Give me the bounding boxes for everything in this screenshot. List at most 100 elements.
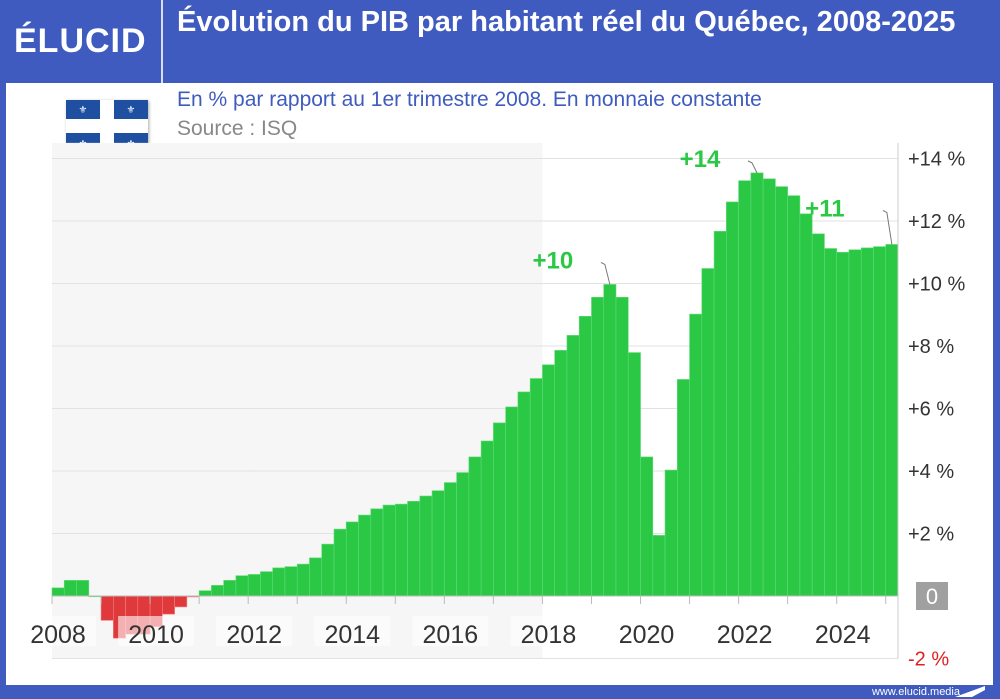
bar [260, 571, 273, 597]
bar [235, 575, 249, 597]
x-label-bg [216, 616, 293, 646]
bar [345, 521, 359, 597]
svg-text:⚜: ⚜ [127, 105, 136, 116]
bar [775, 186, 788, 597]
x-tick-label: 2016 [423, 621, 479, 649]
footer-url: www.elucid.media [871, 686, 960, 698]
bar [824, 248, 837, 597]
bar [284, 566, 298, 597]
bar [211, 585, 224, 597]
bar [750, 172, 764, 597]
x-tick-label: 2008 [30, 621, 86, 649]
bar [652, 535, 666, 597]
zero-label-box [916, 582, 948, 610]
y-tick-label: 0 [926, 584, 938, 609]
bar [811, 233, 825, 597]
bar [296, 563, 310, 597]
bar [76, 580, 90, 597]
chart-source: Source : ISQ [177, 117, 298, 140]
bar [529, 378, 543, 597]
bar [333, 528, 347, 597]
x-tick-label: 2022 [717, 621, 773, 649]
bar [517, 391, 531, 597]
elucid-arrow-icon [955, 686, 985, 697]
bar [456, 472, 470, 597]
y-tick-label: +8 % [908, 336, 954, 358]
bar [762, 178, 776, 597]
x-tick-label: 2012 [226, 621, 282, 649]
x-label-bg [510, 616, 587, 646]
x-label-bg [706, 616, 783, 646]
bar [247, 574, 261, 597]
bar [431, 490, 445, 597]
x-tick-label: 2018 [521, 621, 577, 649]
annotation-label: +10 [533, 247, 574, 274]
bar [799, 213, 813, 597]
x-label-bg [20, 616, 96, 646]
bar [603, 284, 617, 597]
bar [578, 316, 592, 597]
bar [480, 440, 494, 597]
bar [873, 246, 887, 597]
bar [395, 503, 408, 597]
bar [321, 543, 335, 597]
bar [787, 195, 801, 597]
background-band [52, 142, 151, 659]
bar [689, 313, 703, 597]
x-tick-label: 2024 [815, 621, 871, 649]
elucid-logo: ÉLUCID [14, 22, 147, 60]
y-tick-label: -2 % [908, 649, 949, 671]
bar [701, 268, 715, 597]
y-tick-label: +6 % [908, 399, 954, 421]
y-tick-label: +12 % [908, 211, 965, 233]
bar [542, 364, 555, 597]
bar [419, 495, 433, 597]
y-tick-label: +10 % [908, 274, 965, 296]
bar [726, 201, 739, 597]
header-divider [161, 0, 163, 83]
bar [627, 352, 641, 597]
x-label-bg [608, 616, 685, 646]
x-label-bg [314, 616, 391, 646]
bar [664, 469, 678, 597]
bar [444, 482, 457, 597]
bar [162, 595, 175, 615]
bar [358, 514, 372, 597]
bar [493, 422, 506, 597]
x-tick-label: 2014 [324, 621, 380, 649]
bar [309, 557, 323, 597]
svg-text:⚜: ⚜ [79, 105, 88, 116]
bar [591, 296, 605, 597]
bar [836, 251, 850, 597]
annotation-label: +14 [680, 146, 721, 173]
bar [738, 180, 752, 597]
x-label-bg [804, 616, 881, 646]
x-tick-label: 2010 [128, 621, 184, 649]
bar [713, 231, 727, 597]
x-label-bg [118, 616, 195, 646]
annotation-label: +11 [805, 195, 844, 222]
bar [566, 335, 580, 597]
annotation-leader [600, 261, 611, 285]
bar [505, 406, 519, 597]
x-tick-label: 2020 [619, 621, 675, 649]
bar [640, 456, 654, 597]
bar [370, 508, 384, 597]
bar [468, 456, 482, 597]
chart-subtitle: En % par rapport au 1er trimestre 2008. … [177, 88, 762, 111]
bar [860, 247, 874, 597]
bar [174, 595, 188, 608]
bar [407, 501, 421, 597]
bar [100, 595, 114, 621]
chart-title: Évolution du PIB par habitant réel du Qu… [177, 6, 956, 38]
bar [615, 296, 629, 597]
bar [554, 350, 568, 597]
bar [223, 580, 237, 597]
bar [51, 587, 65, 597]
bar [63, 580, 77, 597]
annotation-leader [882, 209, 893, 245]
bar [885, 244, 899, 597]
annotation-leader [747, 160, 758, 174]
bar [677, 379, 690, 597]
